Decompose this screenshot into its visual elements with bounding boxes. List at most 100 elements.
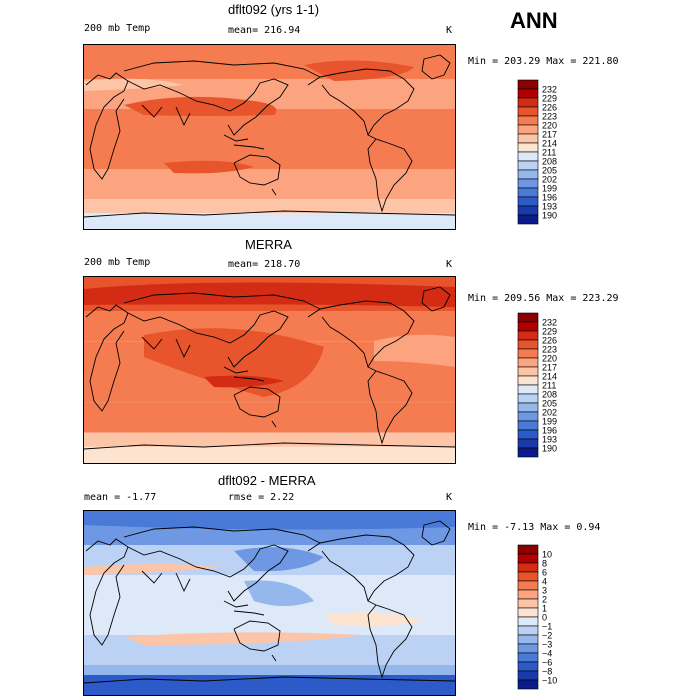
colorbar-3-swatch-7 (517, 607, 539, 618)
colorbar-2-tick-1: 229 (542, 327, 557, 337)
map-1-coastline-11 (84, 210, 455, 218)
map-1-coastline-0 (85, 72, 129, 180)
panel-3-mean-label: mean = -1.77 (84, 492, 157, 503)
map-1-band-shigh (84, 199, 455, 213)
colorbar-2-swatch-7 (517, 375, 539, 386)
panel-3-colorbar: 10 8 6 4 3 2 1 0 −1 −2 −3 −4 −6 −8 −10 (517, 544, 578, 691)
colorbar-3-tick-0: 10 (542, 550, 552, 560)
colorbar-1-swatch-1 (517, 88, 539, 99)
panel-2-colorbar-svg: 2322292262232202172142112082052021991961… (517, 312, 557, 458)
colorbar-1-swatch-11 (517, 178, 539, 189)
colorbar-3-swatch-13 (517, 661, 539, 672)
colorbar-2-swatch-5 (517, 357, 539, 368)
colorbar-1-tick-6: 214 (542, 139, 557, 149)
colorbar-1-swatch-7 (517, 142, 539, 153)
map-3-coastline-10 (367, 604, 413, 679)
colorbar-1-swatch-2 (517, 97, 539, 108)
map-3-blob-satl (324, 612, 424, 627)
map-2-coastline-8 (321, 316, 369, 368)
season-label: ANN (510, 8, 558, 33)
colorbar-2-swatch-10 (517, 402, 539, 413)
map-3-blob-npac (234, 547, 324, 572)
map-1-coastline-4 (223, 134, 265, 150)
colorbar-3-swatch-10 (517, 634, 539, 645)
colorbar-3-tick-6: 1 (542, 604, 547, 614)
colorbar-1-swatch-10 (517, 169, 539, 180)
colorbar-2-swatch-2 (517, 330, 539, 341)
colorbar-1-swatch-9 (517, 160, 539, 171)
map-1-coastline-5 (233, 154, 281, 186)
colorbar-1-tick-8: 208 (542, 157, 557, 167)
panel-1-title: dflt092 (yrs 1-1) (228, 2, 320, 17)
map-3-blob-swarm (124, 632, 364, 645)
colorbar-2-swatch-9 (517, 393, 539, 404)
panel-1-minmax: Min = 203.29 Max = 221.80 (468, 56, 619, 67)
map-1-coastline-1 (123, 60, 321, 86)
map-2-coastline-4 (223, 366, 265, 382)
colorbar-2-swatch-6 (517, 366, 539, 377)
map-2-coastline-6 (271, 420, 277, 428)
colorbar-3-swatch-12 (517, 652, 539, 663)
map-1-coastline-3 (141, 104, 191, 127)
colorbar-2-tick-5: 217 (542, 363, 557, 373)
panel-2-colorbar: 232 229 226 223 220 217 214 211 208 205 202 199 196 1… (517, 312, 578, 459)
colorbar-2-tick-9: 205 (542, 399, 557, 409)
panel-3-map-svg (84, 511, 455, 695)
panel-1-map (83, 44, 456, 230)
colorbar-1-swatch-15 (517, 214, 539, 225)
colorbar-1-tick-1: 229 (542, 94, 557, 104)
colorbar-1-tick-9: 205 (542, 166, 557, 176)
colorbar-3-tick-10: −3 (542, 640, 552, 650)
map-2-coastline-0 (85, 304, 129, 412)
colorbar-3-tick-3: 4 (542, 577, 547, 587)
map-2-coastline-7 (319, 300, 415, 372)
panel-2-map-svg (84, 277, 455, 463)
panel-1-map-svg (84, 45, 455, 229)
colorbar-1-tick-2: 226 (542, 103, 557, 113)
panel-2-mean-label: mean= 218.70 (228, 259, 301, 270)
map-3-blob-cpac (244, 580, 314, 606)
map-3-coastline-6 (271, 654, 277, 662)
colorbar-3-swatch-11 (517, 643, 539, 654)
colorbar-1-swatch-4 (517, 115, 539, 126)
colorbar-3-tick-8: −1 (542, 622, 552, 632)
colorbar-3-swatch-2 (517, 562, 539, 573)
colorbar-1-tick-14: 190 (542, 211, 557, 221)
colorbar-3-tick-14: −10 (542, 676, 557, 686)
colorbar-1-tick-3: 223 (542, 112, 557, 122)
panel-2-minmax: Min = 209.56 Max = 223.29 (468, 293, 619, 304)
map-2-coastline-1 (123, 292, 321, 318)
map-3-coastline-7 (319, 534, 415, 606)
colorbar-2-swatch-14 (517, 438, 539, 449)
panel-2-title: MERRA (245, 237, 292, 252)
map-3-coastline-1 (123, 526, 321, 552)
colorbar-1-tick-5: 217 (542, 130, 557, 140)
colorbar-3-swatch-0 (517, 544, 539, 555)
map-3-coastline-5 (233, 620, 281, 652)
map-2-coastline-3 (141, 336, 191, 359)
map-1-blob-south (164, 160, 254, 174)
colorbar-2-swatch-15 (517, 447, 539, 458)
map-1-coastline-6 (271, 188, 277, 196)
map-2-band-shigh (84, 432, 455, 447)
colorbar-3-swatch-1 (517, 553, 539, 564)
colorbar-1-tick-0: 232 (542, 85, 557, 95)
colorbar-2-swatch-8 (517, 384, 539, 395)
panel-1-colorbar-svg: 2322292262232202172142112082052021991961… (517, 79, 557, 225)
map-1-blob-asia (124, 96, 277, 116)
colorbar-3-tick-2: 6 (542, 568, 547, 578)
colorbar-2-tick-10: 202 (542, 408, 557, 418)
map-1-coastline-9 (421, 54, 451, 80)
map-3-coastline-8 (321, 550, 369, 602)
panel-3-units: K (446, 492, 453, 503)
map-3-coastline-0 (85, 538, 129, 646)
colorbar-1-swatch-13 (517, 196, 539, 207)
map-1-coastline-8 (321, 84, 369, 136)
map-1-band-antarctic (84, 213, 455, 229)
colorbar-1-tick-11: 199 (542, 184, 557, 194)
colorbar-2-tick-2: 226 (542, 336, 557, 346)
colorbar-2-swatch-11 (517, 411, 539, 422)
colorbar-3-tick-9: −2 (542, 631, 552, 641)
panel-1-colorbar: 232 229 226 223 220 217 214 211 208 205 202 199 196 1… (517, 79, 578, 226)
